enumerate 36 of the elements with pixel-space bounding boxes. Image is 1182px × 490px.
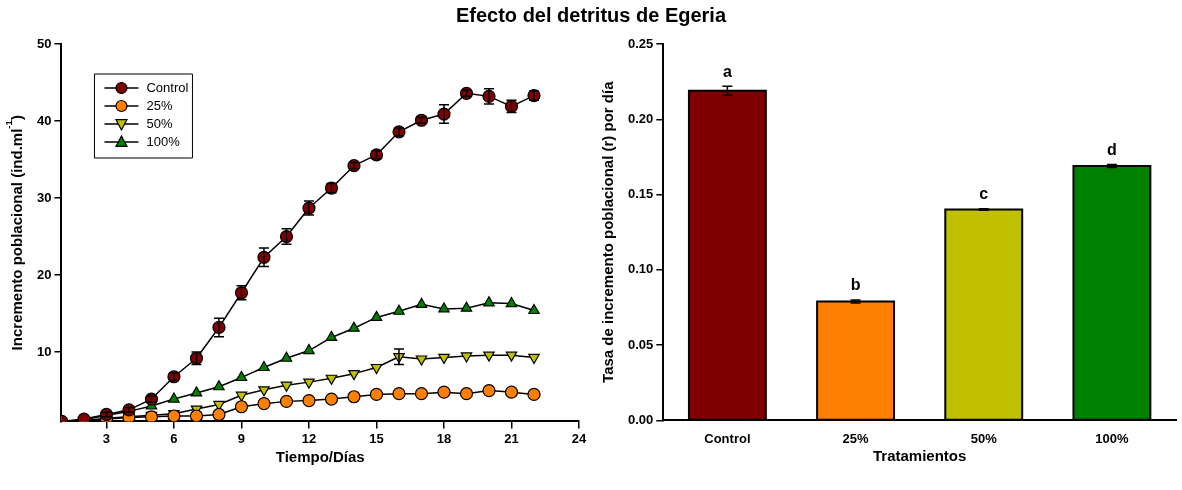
y-tick-label: 10	[36, 343, 52, 359]
legend-label: 100%	[146, 133, 181, 149]
y-tick-label: 0.15	[627, 186, 654, 202]
x-axis-title: Tiempo/Días	[275, 447, 365, 465]
y-tick-label: 20	[36, 266, 52, 282]
x-tick-label: 21	[504, 430, 519, 446]
x-tick-label: 3	[102, 430, 111, 446]
legend-label: 50%	[146, 115, 173, 131]
x-tick-label: 24	[571, 430, 587, 446]
annotation: c	[979, 185, 989, 203]
x-tick-label: 100%	[1095, 430, 1129, 446]
x-tick-label: 9	[237, 430, 246, 446]
y-tick-label: 0.10	[627, 261, 654, 277]
x-tick-label: 15	[369, 430, 384, 446]
y-tick-label: 30	[36, 189, 52, 205]
y-tick-label: 0.25	[627, 35, 654, 51]
x-tick-label: 6	[170, 430, 178, 446]
legend-label: 25%	[146, 97, 173, 113]
legend-label: Control	[146, 79, 189, 95]
annotation: d	[1107, 140, 1117, 158]
x-tick-label: Control	[704, 430, 751, 446]
x-tick-label: 50%	[970, 430, 998, 446]
y-axis-title: Incremento poblacional (ind.ml-1)	[3, 115, 26, 351]
x-tick-label: 12	[301, 430, 317, 446]
y-tick-label: 0.05	[627, 336, 654, 352]
y-tick-label: 50	[36, 35, 52, 51]
y-axis-title: Tasa de incremento poblacional (r) por día	[599, 80, 617, 383]
y-tick-label: 0.20	[627, 110, 654, 126]
annotation: a	[722, 62, 732, 80]
y-tick-label: 40	[36, 112, 52, 128]
x-axis-title: Tratamientos	[872, 446, 967, 464]
y-tick-label: 0.00	[627, 411, 654, 427]
chart-title: Efecto del detritus de Egeria	[454, 4, 728, 27]
annotation: b	[850, 276, 861, 294]
x-tick-label: 18	[436, 430, 452, 446]
x-tick-label: 25%	[842, 430, 870, 446]
